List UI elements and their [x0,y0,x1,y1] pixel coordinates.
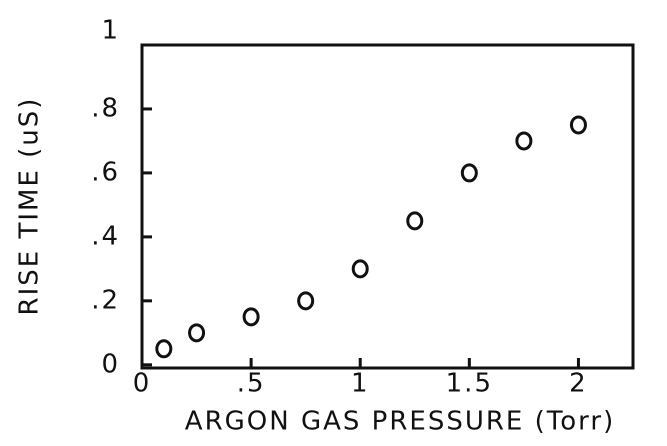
y-tick-label: 1 [101,16,120,46]
x-tick-label: 1.5 [446,369,493,399]
data-point [188,323,206,343]
data-point [460,163,478,183]
plot-frame [140,43,635,370]
data-point [351,259,369,279]
x-axis-label: ARGON GAS PRESSURE (Torr) [185,407,615,437]
data-point [155,339,173,359]
y-tick-label: .4 [91,221,120,251]
y-tick-label: .2 [91,285,120,315]
x-tick-label: 1 [351,369,370,399]
data-point [242,307,260,327]
x-tick-label: 2 [569,369,588,399]
x-tick-label: 0 [133,369,152,399]
y-tick-label: 0 [101,349,120,379]
data-point [569,115,587,135]
data-point [406,211,424,231]
y-axis-label: RISE TIME (uS) [15,97,45,316]
y-tick-label: .8 [91,93,120,123]
data-point [515,131,533,151]
data-point [297,291,315,311]
y-tick-label: .6 [91,157,120,187]
x-tick-label: .5 [237,369,266,399]
